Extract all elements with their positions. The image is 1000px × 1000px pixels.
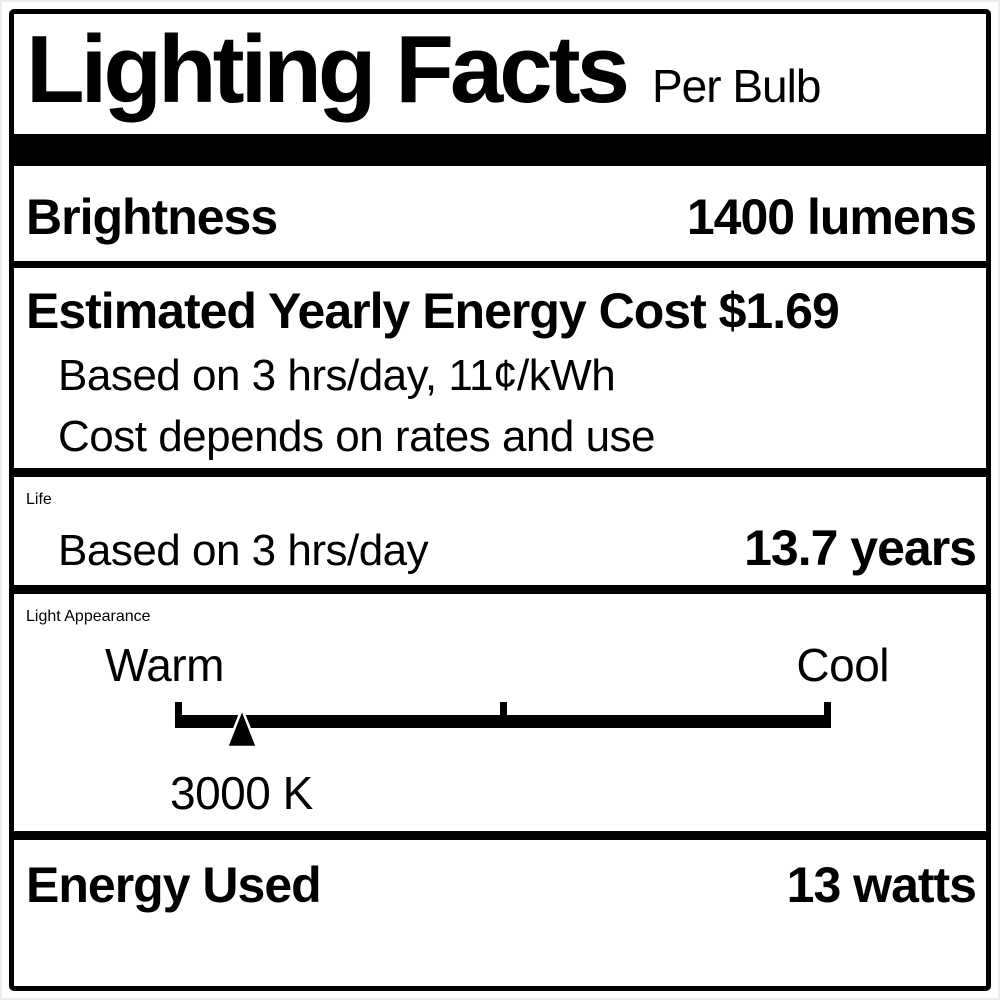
energy-cost-basis-note: Based on 3 hrs/day, 11¢/kWh xyxy=(58,351,616,400)
energy-cost-section: Estimated Yearly Energy Cost $1.69 Based… xyxy=(14,268,986,468)
scale-tick-middle xyxy=(499,702,507,716)
label-header: Lighting Facts Per Bulb xyxy=(14,14,986,118)
label-title: Lighting Facts xyxy=(26,16,630,123)
kelvin-value: 3000 K xyxy=(170,767,313,820)
cool-label: Cool xyxy=(796,638,889,691)
life-value: 13.7 years xyxy=(744,520,977,577)
separator xyxy=(14,830,986,840)
brightness-label: Brightness xyxy=(26,189,278,245)
energy-cost-value: $1.69 xyxy=(718,283,840,339)
light-appearance-section: Light Appearance Warm Cool 3000 K xyxy=(14,594,986,831)
separator xyxy=(14,584,986,594)
separator xyxy=(14,468,986,478)
life-basis-row: Based on 3 hrs/day 13.7 years xyxy=(26,520,977,577)
kelvin-scale xyxy=(175,702,831,750)
life-basis-note: Based on 3 hrs/day xyxy=(58,526,429,576)
energy-cost-label: Estimated Yearly Energy Cost xyxy=(26,283,707,339)
separator xyxy=(14,261,986,268)
header-divider-bar xyxy=(14,134,986,166)
light-appearance-label: Light Appearance xyxy=(26,607,151,625)
life-label: Life xyxy=(26,491,52,509)
warm-cool-row: Warm Cool xyxy=(26,640,976,691)
scale-bar xyxy=(175,715,831,729)
energy-cost-heading: Estimated Yearly Energy Cost $1.69 xyxy=(26,284,976,339)
brightness-value: 1400 lumens xyxy=(686,189,977,245)
lighting-facts-label: Lighting Facts Per Bulb Brightness 1400 … xyxy=(9,9,991,991)
triangle-pointer-icon xyxy=(225,708,258,749)
energy-used-label: Energy Used xyxy=(26,856,322,913)
life-section: Life Based on 3 hrs/day 13.7 years xyxy=(14,477,986,585)
energy-used-row: Energy Used 13 watts xyxy=(14,840,986,925)
per-bulb-subtitle: Per Bulb xyxy=(651,60,821,112)
brightness-row: Brightness 1400 lumens xyxy=(14,166,986,261)
warm-label: Warm xyxy=(105,638,224,691)
energy-cost-disclaimer-note: Cost depends on rates and use xyxy=(58,411,656,461)
energy-used-value: 13 watts xyxy=(786,856,977,913)
